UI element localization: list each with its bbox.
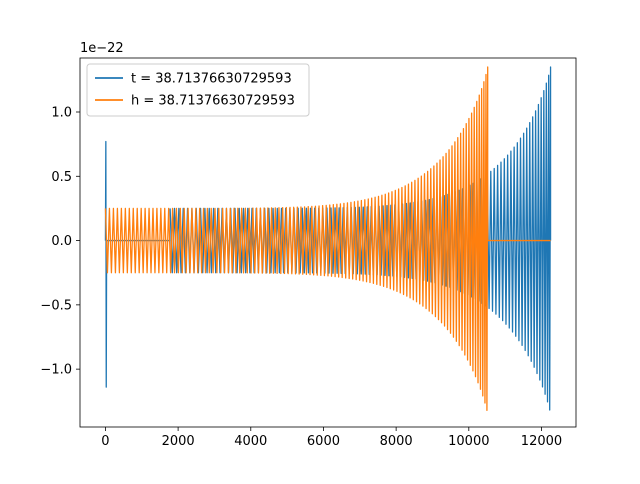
- y-axis: −1.0 −0.5 0.0 0.5 1.0: [40, 106, 80, 378]
- series-line-2: [104, 66, 551, 411]
- y-tick-label: −0.5: [40, 298, 72, 313]
- y-tick-label: 1.0: [51, 106, 72, 121]
- x-tick-label: 4000: [234, 434, 267, 449]
- y-tick-label: 0.5: [51, 170, 72, 185]
- x-axis: 0 2000 4000 6000 8000 10000 12000: [101, 427, 562, 449]
- y-tick-label: −1.0: [40, 363, 72, 378]
- y-tick-label: 0.0: [51, 234, 72, 249]
- legend-label: h = 38.71376630729593: [131, 94, 295, 109]
- x-tick-label: 8000: [380, 434, 413, 449]
- x-tick-label: 12000: [521, 434, 562, 449]
- x-tick-label: 0: [101, 434, 109, 449]
- legend: t = 38.71376630729593 h = 38.713766307295…: [86, 63, 310, 117]
- legend-frame: [86, 63, 310, 117]
- x-tick-label: 10000: [448, 434, 489, 449]
- axes-frame: [79, 57, 577, 428]
- x-tick-label: 6000: [307, 434, 340, 449]
- series-layer: [104, 66, 552, 411]
- legend-label: t = 38.71376630729593: [131, 72, 292, 87]
- y-axis-offset-text: 1e−22: [80, 41, 124, 56]
- x-tick-label: 2000: [162, 434, 195, 449]
